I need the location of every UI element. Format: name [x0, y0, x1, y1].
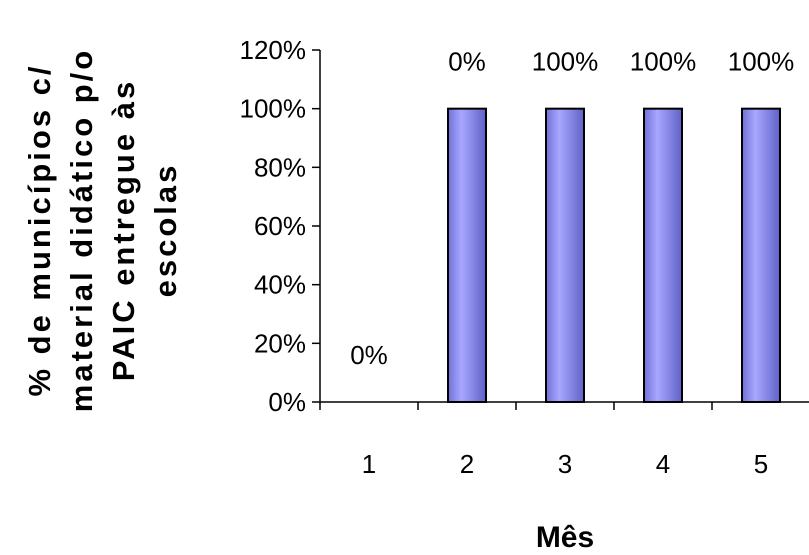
x-axis-title: Mês [536, 521, 594, 554]
y-tick-label: 20% [254, 328, 306, 358]
y-tick-label: 0% [268, 387, 306, 417]
data-label: 100% [728, 47, 795, 77]
x-tick-label: 3 [558, 449, 572, 479]
y-axis-title-line-1: % de municípios c/ [22, 63, 57, 396]
data-label: 0% [448, 47, 486, 77]
y-tick-label: 120% [240, 35, 307, 65]
y-axis-title-line-4: escolas [148, 163, 183, 298]
data-label: 0% [350, 340, 388, 370]
x-tick-label: 4 [656, 449, 670, 479]
x-tick-label: 1 [362, 449, 376, 479]
y-tick-label: 40% [254, 270, 306, 300]
y-axis-title-line-2: material didático p/o [64, 48, 99, 412]
x-tick-label: 2 [460, 449, 474, 479]
bar [545, 107, 585, 404]
bar [643, 107, 683, 404]
y-tick-label: 80% [254, 152, 306, 182]
y-axis-title: % de municípios c/ material didático p/o… [22, 48, 183, 412]
y-axis-title-line-3: PAIC entregue às [106, 79, 141, 381]
bar [447, 107, 487, 404]
data-label: 100% [630, 47, 697, 77]
plot-area: 0% 20% 40% 60% 80% 100% 120% 0% 1 0% 2 100% 3 100% 4 10… [240, 35, 809, 479]
bar [741, 107, 781, 404]
y-tick-label: 60% [254, 211, 306, 241]
y-tick-label: 100% [240, 94, 307, 124]
data-label: 100% [532, 47, 599, 77]
x-tick-label: 5 [754, 449, 768, 479]
